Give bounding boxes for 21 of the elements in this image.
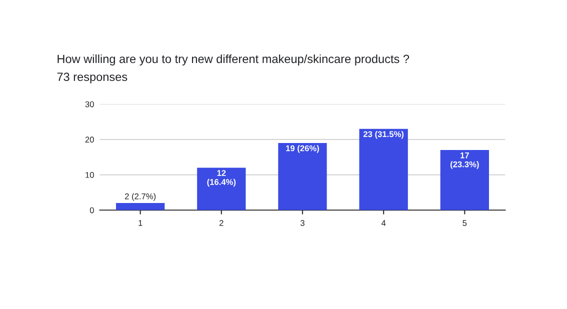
y-tick-label: 20 [85,136,94,143]
chart-title: How willing are you to try new different makeup/skincare products ? [58,54,410,66]
data-label: 12 (16.4%) [207,170,236,187]
data-label: 17 (23.3%) [450,152,479,169]
y-tick-label: 30 [85,101,94,108]
x-tick-label: 4 [381,220,386,226]
bar [440,150,489,210]
bar [359,128,408,210]
bar [278,142,327,210]
x-tick-label: 2 [220,220,224,226]
data-label: 2 (2.7%) [125,193,156,201]
data-label: 23 (31.5%) [363,130,404,139]
x-tick-label: 1 [138,220,142,226]
y-tick-label: 0 [90,207,94,214]
y-tick-label: 10 [86,172,94,178]
chart-subtitle: 73 responses [57,72,128,84]
bar [116,203,165,210]
data-label: 19 (26%) [286,145,319,153]
x-tick-label: 3 [300,220,304,226]
bar [197,168,246,210]
x-tick-label: 5 [462,220,467,226]
